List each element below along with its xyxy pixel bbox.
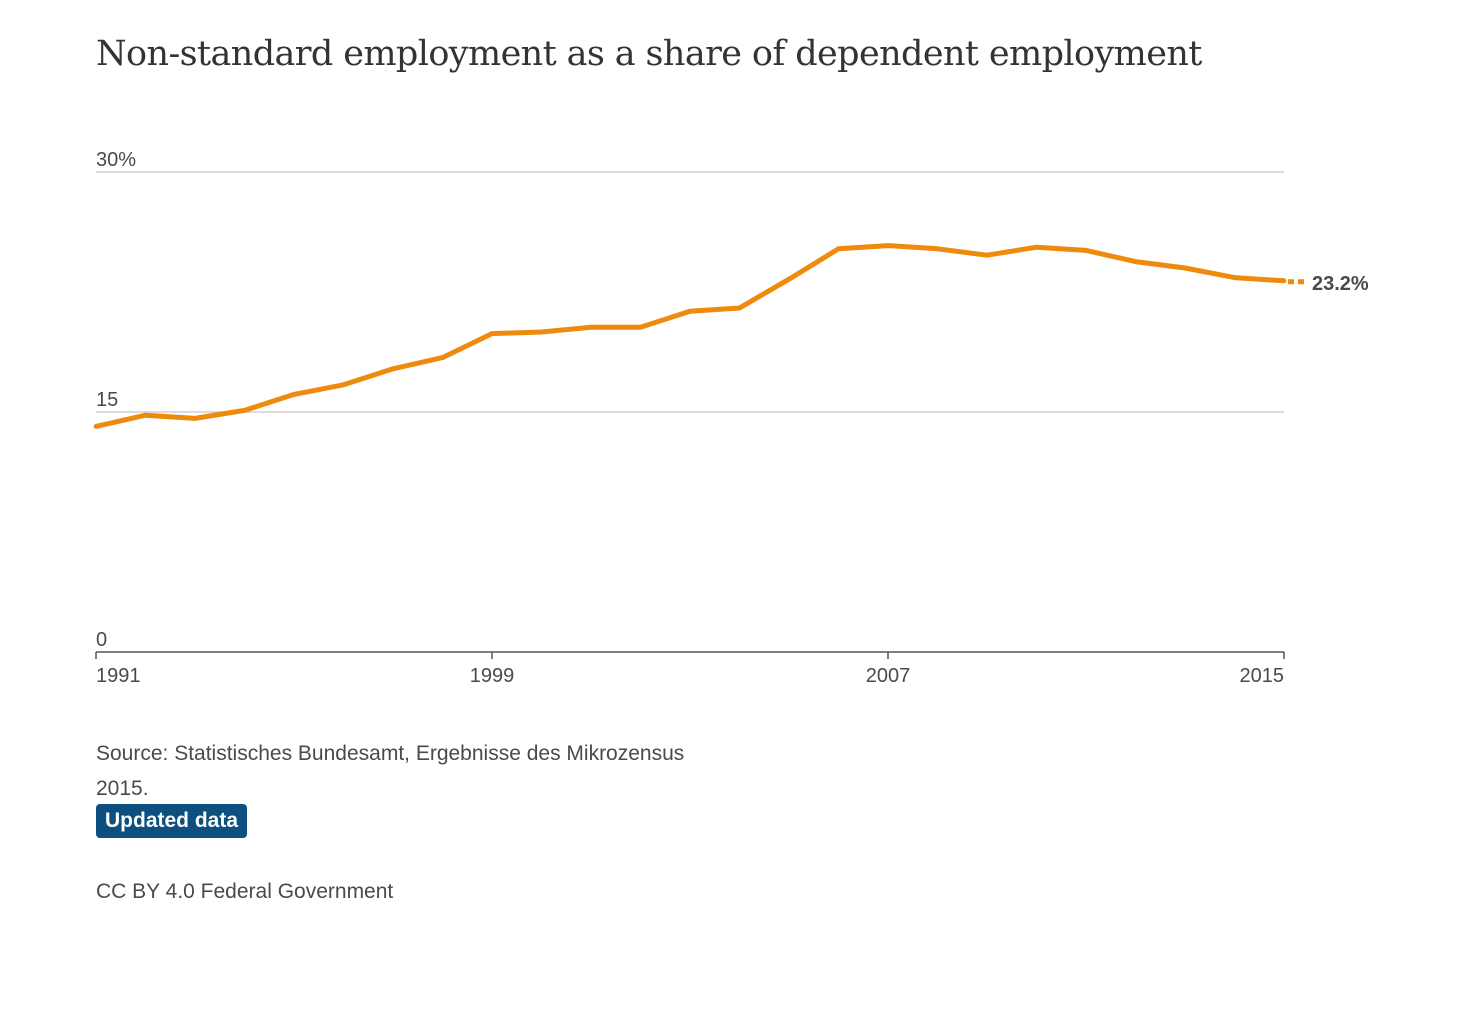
data-point — [390, 366, 396, 372]
data-point — [786, 276, 792, 282]
y-tick-label: 15 — [96, 389, 118, 411]
license-note: CC BY 4.0 Federal Government — [96, 880, 394, 903]
data-point — [1083, 248, 1089, 253]
data-point — [539, 329, 544, 335]
data-point — [93, 424, 99, 429]
data-point — [242, 408, 247, 413]
line-chart: 0 15 30% 1991 1999 2007 2015 23.2% — [93, 149, 1369, 687]
data-point — [1034, 244, 1039, 250]
data-point — [192, 416, 198, 421]
series — [93, 243, 1306, 429]
data-point — [1281, 278, 1287, 284]
data-point — [1182, 265, 1188, 271]
gridlines — [96, 171, 1284, 413]
x-tick-label: 1999 — [470, 665, 515, 687]
chart-title: Non-standard employment as a share of de… — [96, 34, 1202, 74]
data-point — [1232, 275, 1237, 280]
data-point — [984, 252, 990, 258]
data-point — [885, 243, 891, 249]
series-line — [95, 243, 1285, 429]
data-point — [935, 246, 940, 252]
data-point — [440, 355, 445, 360]
x-axis — [95, 651, 1285, 659]
data-point — [489, 331, 495, 336]
data-point — [143, 412, 148, 418]
data-point — [291, 392, 297, 397]
source-note: Source: Statistisches Bundesamt, Ergebni… — [96, 742, 685, 800]
y-tick-label: 30% — [96, 149, 136, 171]
data-point — [836, 246, 841, 252]
chart-labels: 0 15 30% 1991 1999 2007 2015 23.2% — [96, 149, 1369, 687]
data-point — [588, 324, 594, 330]
end-value-label: 23.2% — [1312, 273, 1369, 295]
data-point — [737, 305, 742, 311]
data-point — [687, 308, 693, 314]
y-tick-label: 0 — [96, 629, 107, 651]
x-tick-label: 2007 — [866, 665, 911, 687]
data-point — [638, 324, 643, 330]
updated-data-badge[interactable]: Updated data — [96, 804, 248, 838]
x-tick-label: 2015 — [1240, 665, 1285, 687]
x-tick-label: 1991 — [96, 665, 141, 687]
data-point — [341, 382, 346, 388]
data-point — [1133, 259, 1138, 264]
